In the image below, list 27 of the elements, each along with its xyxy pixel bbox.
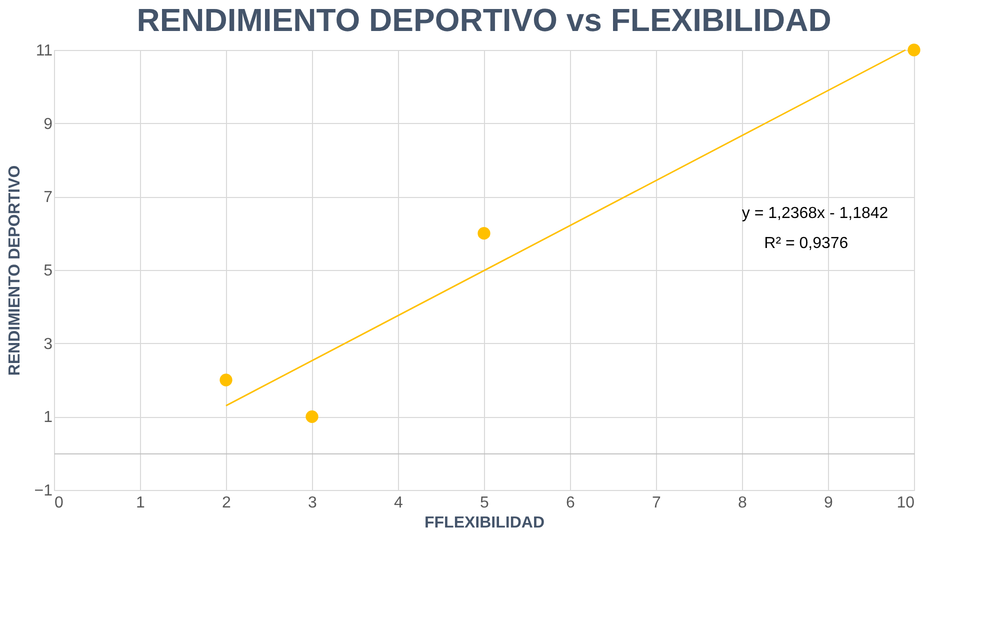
chart-title: RENDIMIENTO DEPORTIVO vs FLEXIBILIDAD [136,2,832,38]
x-tick-label: 2 [222,494,232,512]
y-tick-label: 5 [44,262,53,280]
x-tick-label: 8 [738,494,748,512]
x-tick-label: 10 [896,494,915,512]
y-tick-label: 1 [44,409,53,426]
annotation: y = 1,2368x - 1,1842 [742,204,888,222]
point [908,44,920,56]
point [220,374,232,386]
x-tick-label: 3 [308,494,318,512]
point [306,410,318,423]
x-tick-label: 6 [566,494,576,512]
x-tick-label: 1 [136,494,146,512]
x-tick-label: 4 [394,494,404,512]
x-tick-label: 5 [480,494,490,512]
point [478,227,490,240]
y-tick-label: 11 [36,42,53,60]
annotation: R² = 0,9376 [764,234,848,252]
y-tick-label: 7 [44,189,53,206]
x-tick-label: 0 [54,494,64,512]
y-axis-title: RENDIMIENTO DEPORTIVO [6,165,24,376]
y-tick-label: 9 [44,116,53,133]
y-tick-label: 3 [44,336,53,353]
x-tick-label: 7 [652,494,662,512]
x-axis-title: FFLEXIBILIDAD [424,514,544,532]
y-tick-label: −1 [34,482,53,500]
x-tick-label: 9 [824,494,834,512]
